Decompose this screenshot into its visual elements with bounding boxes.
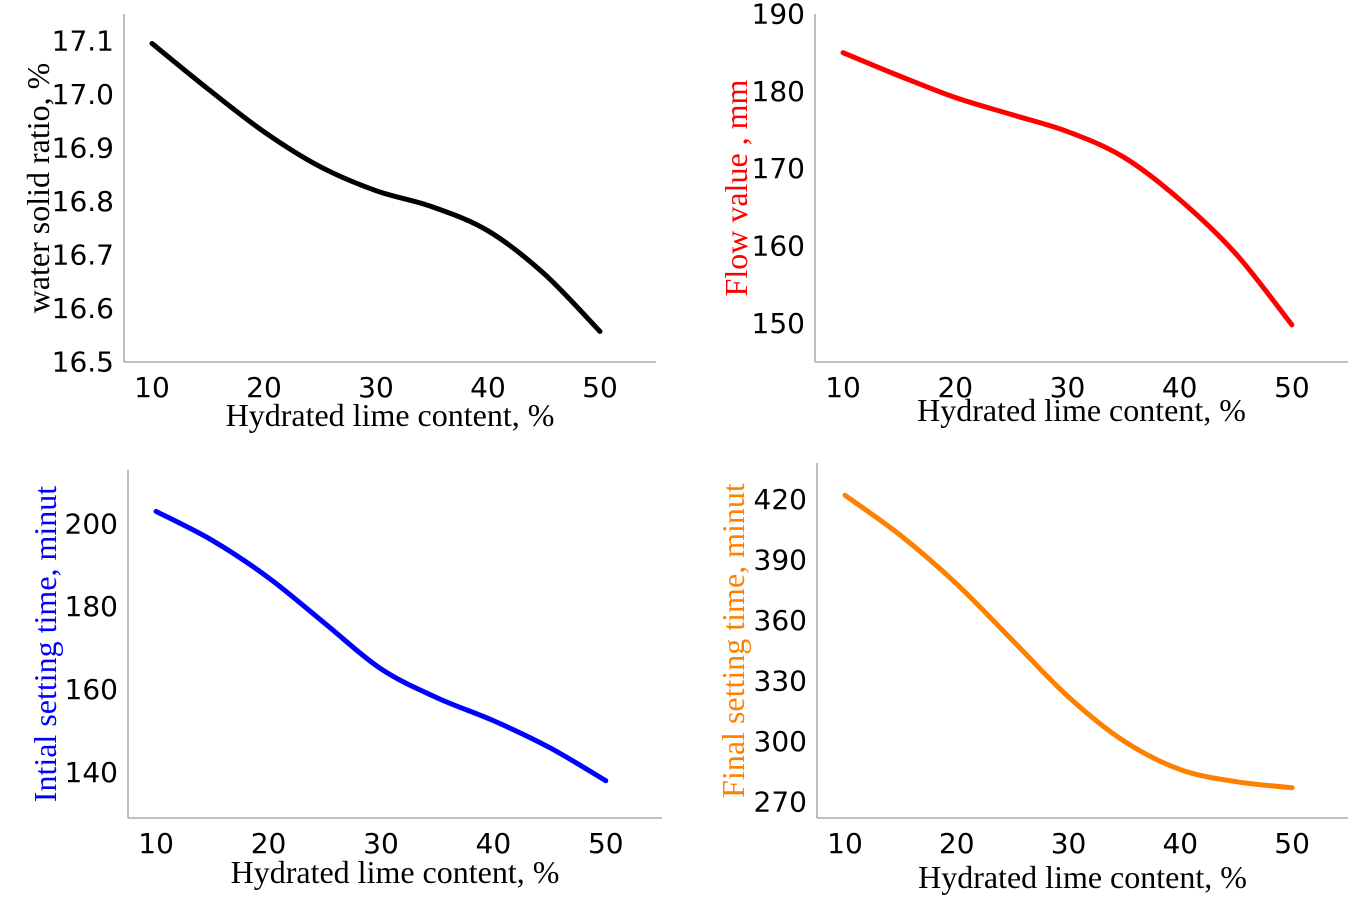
- x-tick-label: 20: [246, 371, 282, 404]
- x-axis-title: Hydrated lime content, %: [918, 859, 1247, 895]
- x-tick-label: 50: [582, 371, 618, 404]
- y-tick-label: 270: [754, 785, 807, 818]
- y-tick-label: 16.8: [52, 185, 114, 218]
- y-tick-label: 330: [754, 664, 807, 697]
- y-tick-label: 180: [65, 590, 118, 623]
- x-tick-label: 20: [937, 371, 973, 404]
- x-tick-label: 50: [1274, 371, 1310, 404]
- x-tick-label: 20: [251, 827, 287, 860]
- x-axis-title: Hydrated lime content, %: [917, 392, 1246, 428]
- x-tick-label: 40: [470, 371, 506, 404]
- y-tick-label: 17.1: [52, 24, 114, 57]
- x-tick-label: 10: [825, 371, 861, 404]
- x-tick-label: 30: [1051, 827, 1087, 860]
- y-tick-label: 180: [752, 75, 805, 108]
- x-tick-label: 50: [1274, 827, 1310, 860]
- y-axis-title: water solid ratio, %: [20, 63, 56, 314]
- x-tick-label: 10: [134, 371, 170, 404]
- y-tick-label: 16.9: [52, 131, 114, 164]
- x-tick-label: 30: [358, 371, 394, 404]
- y-tick-label: 170: [752, 152, 805, 185]
- x-tick-label: 30: [363, 827, 399, 860]
- x-tick-label: 40: [476, 827, 512, 860]
- x-tick-label: 40: [1162, 827, 1198, 860]
- y-axis-title: Flow value , mm: [718, 79, 754, 296]
- y-tick-label: 150: [752, 307, 805, 340]
- y-tick-label: 16.7: [52, 238, 114, 271]
- y-tick-label: 190: [752, 0, 805, 31]
- y-axis-title: Intial setting time, minut: [27, 486, 63, 803]
- series-line: [842, 492, 1295, 791]
- final-setting-time-chart: 270 300 330 360 390 420 10 20 30 40 50 Hydrated lim…: [715, 463, 1348, 895]
- y-tick-label: 300: [754, 725, 807, 758]
- y-tick-label: 360: [754, 604, 807, 637]
- x-tick-label: 30: [1050, 371, 1086, 404]
- x-axis-title: Hydrated lime content, %: [226, 397, 555, 433]
- initial-setting-time-chart: 140 160 180 200 10 20 30 40 50 Hydrated lime cont…: [27, 470, 662, 890]
- x-tick-label: 50: [588, 827, 624, 860]
- y-tick-label: 390: [754, 543, 807, 576]
- series-line: [840, 50, 1295, 328]
- series-line: [153, 508, 609, 784]
- water-solid-ratio-chart: 16.5 16.6 16.7 16.8 16.9 17.0 17.1 10 20 30 40 50 Hy…: [20, 14, 656, 433]
- y-axis-title: Final setting time, minut: [715, 483, 751, 798]
- y-tick-label: 140: [65, 756, 118, 789]
- y-tick-label: 200: [65, 507, 118, 540]
- flow-value-chart: 150 160 170 180 190 10 20 30 40 50 Hydrated lime c…: [718, 0, 1348, 428]
- x-tick-label: 40: [1162, 371, 1198, 404]
- series-line: [149, 40, 603, 334]
- x-tick-label: 10: [138, 827, 174, 860]
- x-tick-label: 10: [827, 827, 863, 860]
- x-tick-label: 20: [939, 827, 975, 860]
- y-tick-label: 160: [752, 230, 805, 263]
- y-tick-label: 160: [65, 673, 118, 706]
- y-tick-label: 16.6: [52, 292, 114, 325]
- x-axis-title: Hydrated lime content, %: [231, 854, 560, 890]
- y-tick-label: 420: [754, 483, 807, 516]
- y-tick-label: 16.5: [52, 346, 114, 379]
- y-tick-label: 17.0: [52, 78, 114, 111]
